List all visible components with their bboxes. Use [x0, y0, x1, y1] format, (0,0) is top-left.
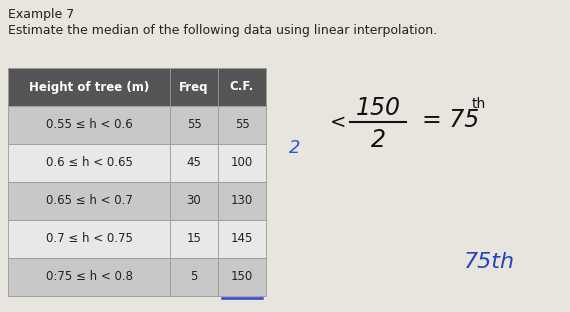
Text: Height of tree (m): Height of tree (m)	[29, 80, 149, 94]
Bar	[8, 106, 170, 144]
Text: 0.6 ≤ h < 0.65: 0.6 ≤ h < 0.65	[46, 157, 132, 169]
Text: 2: 2	[289, 139, 301, 157]
Bar	[170, 144, 218, 182]
Text: 100: 100	[231, 157, 253, 169]
Bar	[170, 68, 218, 106]
Text: Estimate the median of the following data using linear interpolation.: Estimate the median of the following dat…	[8, 24, 437, 37]
Bar	[170, 106, 218, 144]
Text: 30: 30	[186, 194, 201, 207]
Bar	[170, 258, 218, 296]
Text: 0.7 ≤ h < 0.75: 0.7 ≤ h < 0.75	[46, 232, 132, 246]
Text: 0.65 ≤ h < 0.7: 0.65 ≤ h < 0.7	[46, 194, 132, 207]
Bar	[218, 68, 266, 106]
Text: 145: 145	[231, 232, 253, 246]
Text: 5: 5	[190, 271, 198, 284]
Bar	[218, 144, 266, 182]
Text: 45: 45	[186, 157, 201, 169]
Bar	[8, 68, 170, 106]
Bar	[8, 258, 170, 296]
Bar	[8, 144, 170, 182]
Text: 130: 130	[231, 194, 253, 207]
Text: Freq: Freq	[179, 80, 209, 94]
Text: 0:75 ≤ h < 0.8: 0:75 ≤ h < 0.8	[46, 271, 132, 284]
Bar	[218, 182, 266, 220]
Text: 75th: 75th	[465, 252, 515, 272]
Text: Example 7: Example 7	[8, 8, 74, 21]
Text: 150: 150	[231, 271, 253, 284]
Text: 55: 55	[186, 119, 201, 131]
Bar	[218, 258, 266, 296]
Bar	[218, 220, 266, 258]
Text: th: th	[472, 97, 486, 111]
Bar	[8, 182, 170, 220]
Text: = 75: = 75	[422, 108, 479, 132]
Bar	[170, 182, 218, 220]
Bar	[218, 106, 266, 144]
Text: <: <	[330, 113, 346, 131]
Bar	[170, 220, 218, 258]
Text: C.F.: C.F.	[230, 80, 254, 94]
Text: 0.55 ≤ h < 0.6: 0.55 ≤ h < 0.6	[46, 119, 132, 131]
Text: 55: 55	[235, 119, 250, 131]
Bar	[8, 220, 170, 258]
Text: 150: 150	[356, 96, 401, 120]
Text: 15: 15	[186, 232, 201, 246]
Text: 2: 2	[370, 128, 385, 152]
